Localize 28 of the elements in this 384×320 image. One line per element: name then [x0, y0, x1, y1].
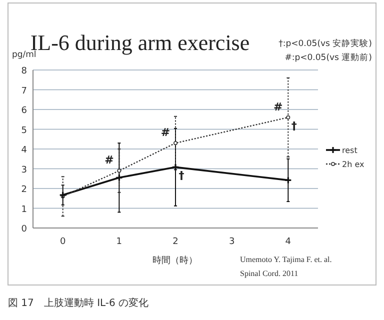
y-tick-label: 8 [21, 66, 28, 76]
annotation: † [178, 169, 185, 182]
y-tick-label: 4 [21, 146, 28, 156]
annotation: # [160, 126, 170, 140]
y-tick-label: 2 [21, 185, 27, 195]
annotation: # [274, 100, 283, 114]
annotation: # [104, 154, 114, 167]
text: †:p<0.05(vs 安静実験) [278, 38, 372, 49]
y-tick-label: 5 [21, 126, 27, 136]
y-tick-label: 7 [21, 86, 27, 96]
y-tick-label: 3 [21, 165, 27, 176]
text: Spinal Cord. 2011 [240, 269, 298, 278]
x-tick-label: 4 [285, 237, 292, 247]
annotation: † [291, 119, 298, 132]
text: #:p<0.05(vs 運動前) [284, 52, 372, 63]
legend-label: 2h ex [342, 160, 364, 169]
x-tick-label: 0 [60, 237, 66, 247]
x-axis-title: 時間（時） [152, 255, 198, 266]
y-tick-label: 1 [21, 204, 27, 215]
y-tick-label: 0 [21, 224, 28, 234]
x-tick-label: 2 [172, 237, 178, 247]
y-tick-label: 6 [21, 106, 28, 116]
x-tick-label: 1 [116, 237, 122, 247]
y-axis-title: pg/ml [12, 50, 36, 60]
text: Umemoto Y. Tajima F. et. al. [240, 255, 332, 264]
legend-label: rest [342, 146, 358, 155]
caption: 図 17 上肢運動時 IL-6 の変化 [8, 297, 149, 309]
x-tick-label: 3 [228, 237, 235, 247]
